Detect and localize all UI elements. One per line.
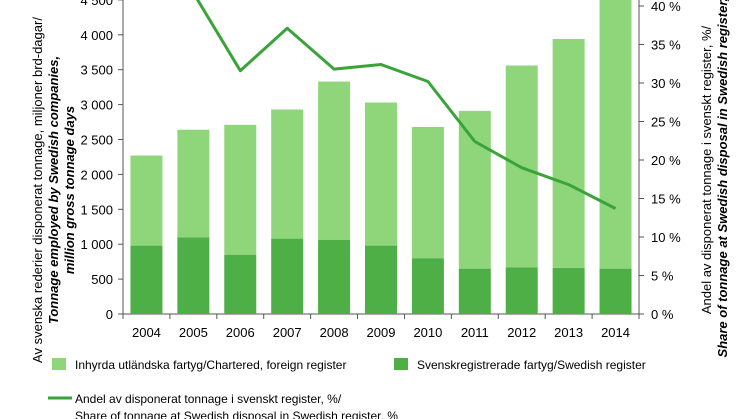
x-tick-label: 2004 (132, 325, 161, 340)
bar-chartered-2004 (130, 155, 163, 246)
left-tick-label: 0 (106, 307, 113, 322)
right-axis-title-line1: Andel av disponerat tonnage i svenskt re… (699, 25, 714, 314)
right-tick-label: 5 % (651, 269, 674, 284)
bar-swedish-2006 (224, 254, 257, 314)
x-tick-label: 2005 (179, 325, 208, 340)
bar-chartered-2005 (177, 129, 210, 238)
x-tick-label: 2008 (320, 325, 349, 340)
bar-swedish-2004 (130, 245, 163, 314)
bar-swedish-2013 (552, 267, 585, 314)
left-tick-label: 3 500 (80, 63, 113, 78)
legend-label-swedish: Svenskregistrerade fartyg/Swedish regist… (417, 358, 646, 372)
left-axis-title-line2: Tonnage employed by Swedish companies, (46, 56, 61, 324)
legend-swatch-chartered (52, 358, 66, 370)
legend: Inhyrda utländska fartyg/Chartered, fore… (48, 358, 646, 419)
left-tick-label: 500 (91, 272, 113, 287)
left-tick-label: 1 000 (80, 237, 113, 252)
bar-swedish-2009 (365, 245, 397, 314)
x-tick-label: 2011 (461, 325, 489, 340)
legend-label-share-line2: Share of tonnage at Swedish disposal in … (75, 409, 398, 419)
bar-chartered-2006 (224, 124, 257, 255)
bar-chartered-2007 (271, 109, 304, 239)
bar-chartered-2008 (318, 81, 351, 241)
share-line (195, 0, 617, 210)
right-tick-label: 20 % (651, 153, 681, 168)
left-axis-title-line3: million gross tonnage days (62, 106, 77, 274)
bar-swedish-2014 (599, 268, 632, 314)
bar-chartered-2010 (411, 126, 444, 259)
left-tick-label: 3 000 (80, 98, 113, 113)
right-tick-label: 15 % (651, 192, 681, 207)
left-axis-title-line1: Av svenska rederier disponerat tonnage, … (30, 17, 45, 363)
left-axis-title: Av svenska rederier disponerat tonnage, … (30, 17, 77, 363)
bar-chartered-2009 (365, 102, 397, 246)
bar-swedish-2008 (318, 240, 351, 314)
right-axis-title: Andel av disponerat tonnage i svenskt re… (699, 0, 730, 357)
right-tick-label: 0 % (651, 307, 674, 322)
x-tick-label: 2010 (413, 325, 442, 340)
bar-swedish-2005 (177, 237, 210, 314)
legend-label-chartered: Inhyrda utländska fartyg/Chartered, fore… (75, 358, 346, 372)
right-tick-label: 30 % (651, 76, 681, 91)
legend-label-share-line1: Andel av disponerat tonnage i svenskt re… (75, 392, 342, 406)
bar-chartered-2013 (552, 38, 585, 268)
right-axis-title-line2: Share of tonnage at Swedish disposal in … (715, 0, 730, 357)
left-tick-label: 4 500 (80, 0, 113, 8)
bar-swedish-2007 (271, 238, 304, 314)
x-tick-label: 2006 (226, 325, 255, 340)
left-tick-label: 2 500 (80, 133, 113, 148)
x-tick-label: 2009 (367, 325, 396, 340)
x-tick-label: 2007 (273, 325, 302, 340)
bar-swedish-2011 (458, 268, 491, 314)
bar-chartered-2014 (599, 0, 632, 269)
bar-swedish-2010 (411, 258, 444, 314)
left-tick-label: 2 000 (80, 167, 113, 182)
bar-swedish-2012 (505, 267, 538, 314)
right-tick-label: 25 % (651, 115, 681, 130)
right-tick-label: 35 % (651, 38, 681, 53)
left-tick-label: 4 000 (80, 28, 113, 43)
x-tick-label: 2013 (554, 325, 583, 340)
x-tick-label: 2012 (507, 325, 536, 340)
bar-chartered-2011 (458, 110, 491, 269)
left-tick-label: 1 500 (80, 202, 113, 217)
x-tick-label: 2014 (601, 325, 630, 340)
right-tick-label: 10 % (651, 230, 681, 245)
legend-swatch-swedish (394, 358, 408, 370)
right-tick-label: 40 % (651, 0, 681, 14)
